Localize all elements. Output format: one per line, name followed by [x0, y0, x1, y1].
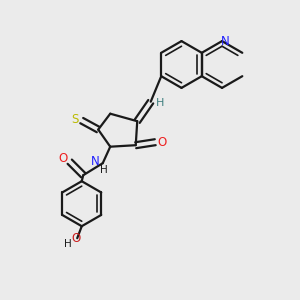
- Text: N: N: [221, 34, 230, 48]
- Text: O: O: [58, 152, 68, 165]
- Text: H: H: [64, 238, 72, 249]
- Text: S: S: [71, 112, 79, 126]
- Text: H: H: [156, 98, 164, 108]
- Text: O: O: [71, 232, 80, 245]
- Text: O: O: [157, 136, 167, 149]
- Text: N: N: [91, 155, 100, 168]
- Text: H: H: [100, 165, 108, 175]
